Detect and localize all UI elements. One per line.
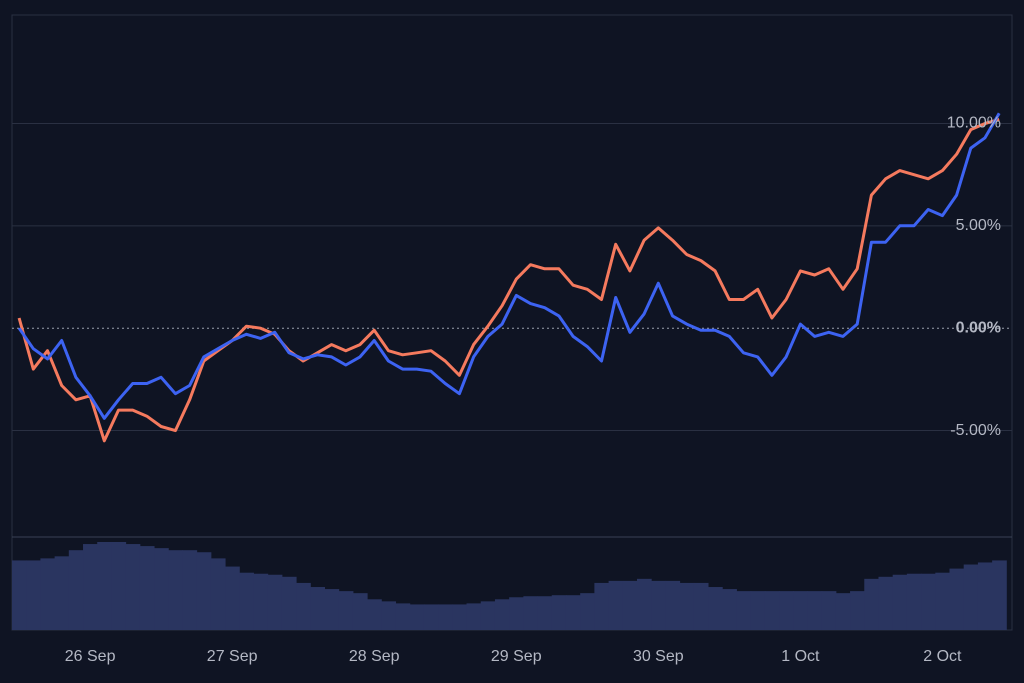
y-tick-label: 5.00% xyxy=(956,217,1001,234)
volume-bar xyxy=(708,587,723,630)
x-tick-label: 2 Oct xyxy=(923,648,962,665)
volume-bar xyxy=(239,572,254,630)
volume-bar xyxy=(381,601,397,630)
volume-bar xyxy=(921,573,936,630)
volume-bar xyxy=(523,596,539,630)
volume-bar xyxy=(679,582,695,630)
volume-bar xyxy=(594,582,610,630)
volume-bar xyxy=(154,548,169,630)
volume-bar xyxy=(977,562,993,630)
volume-bar xyxy=(253,573,269,630)
x-tick-label: 26 Sep xyxy=(65,648,116,665)
grid xyxy=(12,122,1012,432)
volume-bar xyxy=(494,599,510,630)
volume-bar xyxy=(722,589,737,630)
volume-bar xyxy=(850,591,865,630)
volume-bar xyxy=(835,593,851,630)
x-tick-label: 29 Sep xyxy=(491,648,542,665)
volume-bar xyxy=(509,597,524,630)
volume-bar xyxy=(367,599,382,630)
volume-bar xyxy=(452,604,468,630)
volume-bar xyxy=(12,560,27,630)
volume-bar xyxy=(423,604,439,630)
volume-bar xyxy=(26,560,41,630)
volume-bar xyxy=(83,544,98,630)
series-line xyxy=(17,112,1001,420)
volume-pane xyxy=(12,542,1007,630)
volume-bar xyxy=(168,550,183,630)
volume-bar xyxy=(651,580,666,630)
volume-bar xyxy=(111,542,127,630)
volume-bar xyxy=(622,580,638,630)
volume-bar xyxy=(296,582,311,630)
volume-bar xyxy=(580,593,595,630)
volume-bar xyxy=(210,558,226,630)
volume-bar xyxy=(764,591,780,630)
volume-bar xyxy=(125,544,141,630)
volume-bar xyxy=(281,576,297,630)
volume-bar xyxy=(608,580,624,630)
y-tick-label: 0.00% xyxy=(956,319,1001,336)
volume-bar xyxy=(637,578,652,630)
y-tick-label: 10.00% xyxy=(947,115,1001,132)
series-line xyxy=(17,117,1000,443)
labels: 10.00% 5.00% 0.00% -5.00% 26 Sep 27 Sep 28 Sep… xyxy=(65,115,1001,666)
volume-bar xyxy=(438,604,453,630)
volume-bar xyxy=(68,550,84,630)
volume-bar xyxy=(779,591,794,630)
volume-bar xyxy=(466,603,482,630)
volume-bar xyxy=(693,582,709,630)
volume-bar xyxy=(139,546,155,630)
volume-bar xyxy=(793,591,808,630)
volume-bar xyxy=(267,574,283,630)
volume-bar xyxy=(196,552,212,630)
x-tick-label: 28 Sep xyxy=(349,648,400,665)
volume-bar xyxy=(992,560,1007,630)
plot-frame xyxy=(11,14,1013,631)
x-tick-label: 1 Oct xyxy=(781,648,820,665)
volume-bar xyxy=(864,578,879,630)
volume-bar xyxy=(665,580,681,630)
volume-bar xyxy=(551,595,567,630)
x-tick-label: 30 Sep xyxy=(633,648,684,665)
volume-bar xyxy=(338,591,354,630)
volume-bar xyxy=(409,604,425,630)
volume-bar xyxy=(54,556,70,630)
volume-bar xyxy=(480,601,496,630)
volume-bar xyxy=(537,596,553,630)
volume-bar xyxy=(395,603,411,630)
volume-bar xyxy=(750,591,766,630)
x-tick-label: 27 Sep xyxy=(207,648,258,665)
volume-bar xyxy=(40,558,56,630)
lines xyxy=(17,112,1001,443)
volume-bar xyxy=(807,591,823,630)
volume-bar xyxy=(906,573,922,630)
volume-bar xyxy=(310,587,325,630)
volume-bar xyxy=(963,564,979,630)
volume-bar xyxy=(878,576,894,630)
volume-bar xyxy=(935,572,950,630)
volume-bar xyxy=(324,589,340,630)
volume-bar xyxy=(97,542,112,630)
volume-bar xyxy=(352,593,368,630)
y-tick-label: -5.00% xyxy=(950,422,1001,439)
volume-bar xyxy=(565,595,581,630)
volume-bar xyxy=(821,591,837,630)
volume-bar xyxy=(182,550,198,630)
volume-bar xyxy=(225,566,240,630)
volume-bar xyxy=(949,568,965,630)
volume-bar xyxy=(892,574,908,630)
volume-bar xyxy=(736,591,752,630)
